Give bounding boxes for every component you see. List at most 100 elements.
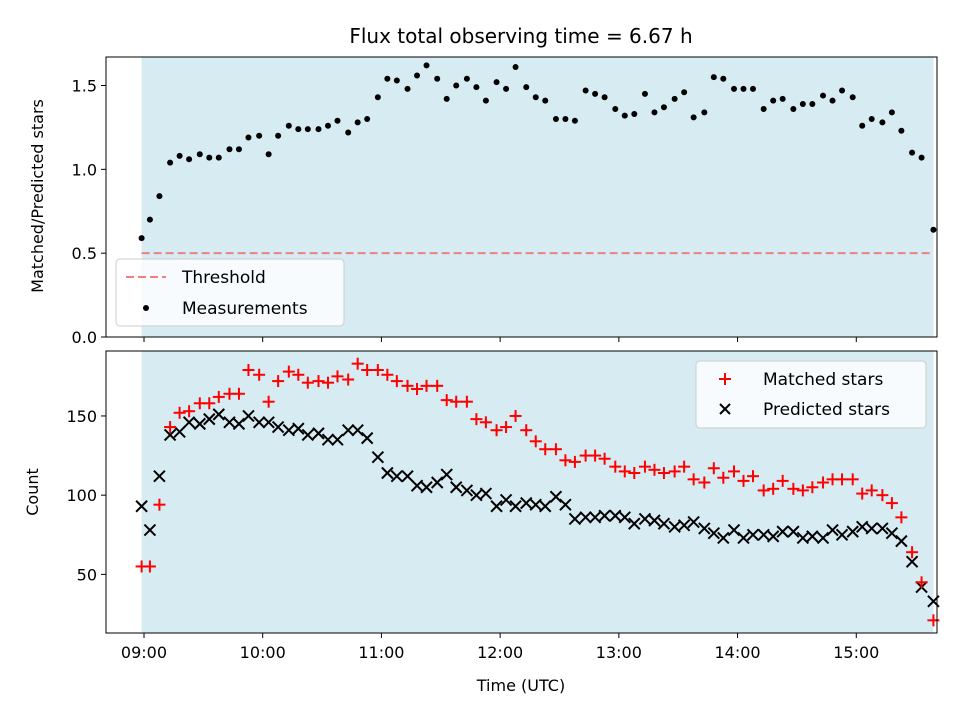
matched-point — [568, 455, 581, 468]
predicted-point — [341, 424, 355, 437]
measurement-point — [730, 85, 737, 92]
top-y-tick-label: 1.5 — [72, 77, 97, 96]
measurement-point — [414, 72, 421, 79]
predicted-point — [826, 523, 839, 537]
predicted-point — [856, 520, 869, 534]
matched-point — [865, 484, 878, 497]
matched-point — [687, 473, 700, 486]
measurement-point — [532, 94, 539, 101]
predicted-point — [232, 417, 246, 431]
predicted-point — [173, 425, 186, 439]
matched-point — [292, 368, 305, 381]
predicted-point — [499, 493, 513, 507]
measurement-point — [571, 117, 578, 124]
matched-point — [707, 462, 720, 475]
matched-point — [371, 364, 384, 377]
measurement-point — [275, 132, 282, 139]
matched-point — [411, 383, 424, 396]
predicted-point — [846, 525, 859, 538]
measurement-point — [888, 109, 895, 116]
top-y-axis-label: Matched/Predicted stars — [28, 99, 47, 293]
measurement-point — [215, 154, 222, 161]
measurement-point — [304, 126, 311, 133]
measurement-point — [720, 75, 727, 82]
predicted-point — [806, 530, 819, 543]
predicted-point — [223, 416, 236, 429]
predicted-point — [301, 428, 315, 442]
predicted-point — [865, 522, 878, 535]
predicted-point — [271, 420, 285, 434]
matched-point — [746, 470, 759, 483]
matched-point — [776, 474, 789, 487]
predicted-point — [321, 433, 335, 446]
x-tick-label: 11:00 — [358, 643, 404, 662]
measurement-point — [770, 97, 777, 104]
measurement-point — [443, 95, 450, 102]
measurement-point — [552, 116, 559, 123]
matched-point — [885, 497, 898, 510]
predicted-point — [737, 531, 750, 545]
measurement-point — [463, 75, 470, 82]
matched-point — [282, 365, 295, 378]
predicted-point — [460, 484, 474, 497]
matched-point — [440, 394, 453, 407]
measurement-point — [315, 126, 322, 133]
predicted-point — [401, 469, 414, 483]
legend-measurements-swatch — [143, 305, 149, 311]
matched-point — [767, 482, 780, 495]
matched-point — [470, 413, 483, 426]
measurement-point — [285, 122, 292, 129]
measurement-point — [690, 114, 697, 121]
measurement-point — [651, 109, 658, 116]
matched-point — [203, 397, 216, 410]
matched-point — [143, 560, 156, 573]
legend-threshold-label: Threshold — [181, 268, 266, 288]
measurement-point — [206, 154, 213, 161]
measurement-point — [256, 132, 263, 139]
matched-point — [460, 395, 473, 408]
bottom-legend: Matched stars Predicted stars — [695, 360, 927, 429]
matched-point — [806, 481, 819, 494]
predicted-point — [431, 476, 444, 489]
top-y-tick-label: 0.5 — [72, 244, 97, 263]
measurement-point — [265, 151, 272, 158]
matched-point — [342, 373, 355, 386]
top-y-tick-label: 1.0 — [72, 160, 97, 179]
predicted-point — [470, 488, 483, 502]
measurement-point — [749, 85, 756, 92]
matched-point — [757, 484, 770, 497]
matched-point — [895, 511, 908, 524]
predicted-point — [282, 424, 296, 437]
predicted-point — [529, 498, 542, 511]
bottom-y-axis-label: Count — [23, 468, 42, 516]
predicted-point — [420, 481, 433, 494]
measurement-point — [156, 193, 163, 200]
measurement-point — [245, 134, 252, 141]
matched-point — [737, 474, 750, 487]
matched-point — [242, 364, 255, 377]
measurement-point — [829, 97, 836, 104]
predicted-point — [559, 498, 572, 511]
measurement-point — [493, 79, 500, 86]
predicted-point — [835, 528, 849, 541]
matched-point — [668, 465, 681, 478]
matched-point — [817, 476, 830, 489]
matched-point — [272, 375, 285, 388]
measurement-point — [523, 84, 530, 91]
predicted-point — [509, 500, 522, 513]
measurement-point — [542, 97, 549, 104]
legend-matched-label: Matched stars — [763, 370, 883, 390]
matched-point — [787, 482, 800, 495]
measurement-point — [324, 122, 331, 129]
matched-point — [618, 465, 631, 478]
predicted-point — [776, 525, 789, 538]
top-panel: 0.0 0.5 1.0 1.5 Matched/Predicted stars Thr… — [28, 56, 938, 347]
predicted-point — [787, 525, 800, 538]
matched-point — [420, 379, 433, 392]
measurement-point — [839, 87, 846, 94]
predicted-point — [371, 450, 385, 464]
matched-point — [906, 546, 919, 559]
predicted-point — [390, 469, 404, 483]
legend-matched-swatch — [719, 373, 731, 385]
predicted-point — [707, 526, 721, 540]
